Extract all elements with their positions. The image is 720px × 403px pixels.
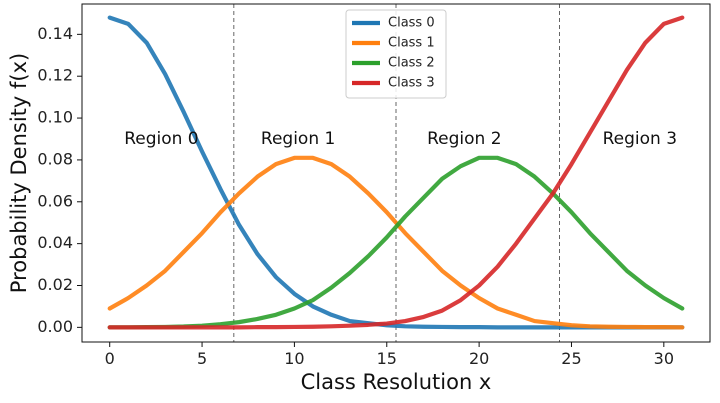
legend-label-class-1: Class 1 (388, 36, 435, 51)
x-tick-label: 15 (377, 349, 397, 368)
legend-label-class-2: Class 2 (388, 56, 435, 71)
x-axis-label: Class Resolution x (301, 370, 492, 394)
region-label-0: Region 0 (124, 129, 198, 149)
y-tick-label: 0.06 (37, 191, 73, 210)
region-label-3: Region 3 (603, 129, 677, 149)
x-tick-label: 10 (284, 349, 304, 368)
legend: Class 0 Class 1 Class 2 Class 3 (345, 9, 447, 99)
y-tick-label: 0.04 (37, 233, 73, 252)
region-label-1: Region 1 (261, 129, 335, 149)
y-tick-label: 0.02 (37, 275, 73, 294)
legend-box (345, 9, 447, 99)
x-tick-label: 25 (561, 349, 581, 368)
x-tick-label: 30 (654, 349, 674, 368)
y-tick-label: 0.08 (37, 149, 73, 168)
series-line-class-3 (107, 15, 685, 330)
legend-label-class-0: Class 0 (388, 16, 435, 31)
x-tick-label: 20 (469, 349, 489, 368)
y-tick-label: 0.12 (37, 66, 73, 85)
y-tick-label: 0.00 (37, 317, 73, 336)
y-axis-label: Probability Density f(x) (7, 53, 31, 293)
x-tick-label: 0 (105, 349, 115, 368)
plot-area: Region 0 Region 1 Region 2 Region 3 (107, 4, 685, 342)
x-tick-label: 5 (197, 349, 207, 368)
region-label-2: Region 2 (427, 129, 501, 149)
series-line-class-1 (107, 155, 685, 330)
y-tick-label: 0.14 (37, 24, 73, 43)
y-tick-label: 0.10 (37, 108, 73, 127)
axes: 0 5 10 15 20 25 30 0.00 0.02 0.04 0.06 0.08 0.10 0.12… (37, 3, 711, 368)
legend-label-class-3: Class 3 (388, 76, 435, 91)
axes-frame (81, 3, 711, 343)
